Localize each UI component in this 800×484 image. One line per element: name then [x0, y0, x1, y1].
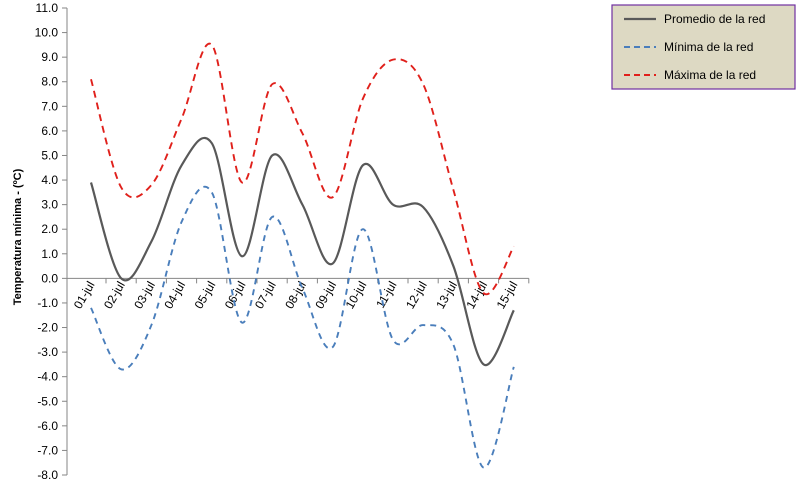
y-tick-label: 2.0: [41, 222, 58, 236]
series-layer: [89, 42, 515, 469]
legend-label-maxima: Máxima de la red: [664, 68, 756, 82]
legend-label-promedio: Promedio de la red: [664, 12, 765, 26]
series-line-minima: [90, 185, 515, 469]
y-tick-label: 10.0: [35, 26, 59, 40]
series-line-promedio: [89, 136, 515, 366]
y-tick-label: 11.0: [36, 1, 59, 15]
y-tick-label: 3.0: [41, 198, 58, 212]
y-tick-label: 5.0: [41, 148, 58, 162]
y-tick-label: 9.0: [41, 50, 58, 64]
y-tick-label: 6.0: [41, 124, 58, 138]
series-line-maxima: [90, 42, 515, 296]
y-tick-label: 1.0: [41, 247, 58, 261]
y-tick-label: 0.0: [41, 271, 58, 285]
y-tick-label: -6.0: [37, 419, 58, 433]
y-axis-label: Temperatura mínima - (ºC): [12, 168, 24, 305]
y-tick-label: -3.0: [37, 345, 58, 359]
y-axis: 11.0 10.0 9.0 8.0 7.0 6.0 5.0 4.0 3.0 2.0 1.0 0.0 -1…: [35, 1, 68, 482]
y-tick-label: 7.0: [41, 99, 58, 113]
y-tick-label: -4.0: [37, 370, 58, 384]
legend-label-minima: Mínima de la red: [664, 40, 753, 54]
y-tick-label: -8.0: [37, 468, 58, 482]
legend: Promedio de la red Mínima de la red Máxi…: [611, 4, 796, 90]
y-tick-label: 8.0: [41, 75, 58, 89]
y-tick-label: -1.0: [37, 296, 58, 310]
y-tick-label: 4.0: [41, 173, 58, 187]
y-tick-label: -5.0: [37, 394, 58, 408]
y-tick-label: -7.0: [37, 443, 58, 457]
y-tick-label: -2.0: [37, 321, 58, 335]
